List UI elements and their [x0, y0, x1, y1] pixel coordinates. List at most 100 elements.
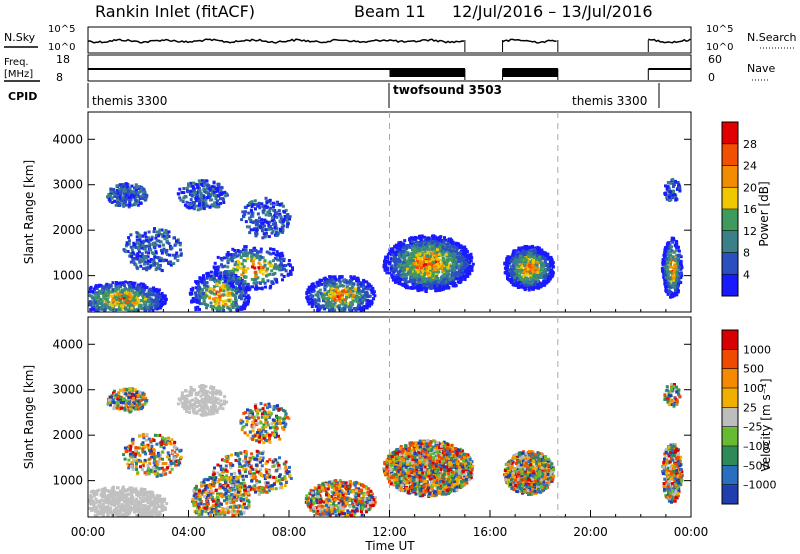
scatter-cell [426, 250, 430, 254]
scatter-cell [192, 299, 196, 303]
scatter-cell [418, 252, 422, 256]
scatter-cell [522, 280, 526, 284]
scatter-cell [511, 267, 515, 271]
scatter-cell [93, 300, 97, 304]
scatter-cell [279, 266, 282, 270]
scatter-cell [523, 251, 527, 255]
scatter-cell [410, 276, 414, 280]
scatter-cell [261, 236, 265, 240]
scatter-cell [316, 306, 320, 310]
scatter-cell [120, 302, 124, 306]
scatter-cell [148, 292, 152, 296]
scatter-cell [401, 249, 405, 253]
scatter-cell [106, 295, 110, 299]
scatter-cell [91, 290, 95, 294]
scatter-cell [232, 293, 236, 297]
scatter-cell [543, 252, 547, 256]
scatter-cell [505, 256, 509, 260]
freq-panel: Freq. [MHz] 18 8 60 0 Nave [4, 53, 775, 84]
scatter-cell [437, 252, 441, 256]
scatter-cell [325, 280, 329, 284]
scatter-cell [665, 246, 669, 250]
scatter-cell [391, 247, 395, 251]
scatter-cell [230, 259, 234, 263]
scatter-cell [107, 290, 111, 294]
scatter-cell [394, 263, 398, 266]
scatter-cell [141, 293, 144, 297]
scatter-cell [130, 303, 134, 307]
scatter-cell [118, 197, 122, 201]
scatter-cell [142, 187, 146, 191]
scatter-cell [131, 289, 134, 292]
scatter-cell [158, 244, 162, 248]
scatter-cell [194, 199, 198, 203]
scatter-cell [118, 183, 122, 187]
scatter-cell [442, 260, 446, 264]
scatter-cell [405, 276, 409, 280]
scatter-cell [444, 253, 448, 257]
scatter-cell [216, 283, 220, 286]
scatter-cell [89, 308, 93, 312]
scatter-cell [125, 300, 129, 304]
scatter-cell [523, 263, 527, 267]
scatter-cell [267, 235, 271, 239]
scatter-cell [671, 190, 675, 194]
scatter-cell [263, 224, 267, 228]
scatter-cell [155, 230, 159, 234]
scatter-cell [209, 277, 212, 281]
scatter-cell [114, 283, 118, 287]
scatter-cell [520, 277, 523, 281]
scatter-cell [146, 255, 150, 259]
scatter-cell [310, 294, 314, 298]
scatter-cell [244, 270, 248, 274]
scatter-cell [110, 200, 114, 204]
scatter-cell [457, 266, 461, 270]
scatter-cell [242, 267, 246, 271]
cpid-label: CPID [8, 90, 37, 103]
scatter-cell [661, 269, 665, 273]
scatter-cell [463, 269, 467, 273]
scatter-cell [156, 255, 160, 259]
scatter-cell [403, 266, 407, 270]
scatter-cell [325, 278, 329, 282]
scatter-cell [235, 291, 239, 295]
scatter-cell [450, 246, 454, 250]
scatter-cell [665, 270, 669, 274]
scatter-cell [430, 286, 434, 290]
scatter-cell [152, 293, 156, 297]
scatter-cell [109, 196, 113, 200]
scatter-cell [140, 246, 144, 250]
scatter-cell [126, 185, 130, 189]
scatter-cell [525, 264, 529, 268]
scatter-cell [144, 308, 148, 312]
scatter-cell [519, 254, 523, 258]
scatter-cell [212, 203, 216, 207]
scatter-cell [395, 276, 399, 280]
scatter-cell [537, 286, 541, 290]
scatter-cell [147, 230, 151, 234]
scatter-cell [194, 286, 198, 290]
scatter-cell [208, 205, 212, 209]
scatter-cell [274, 266, 278, 270]
scatter-cell [419, 235, 423, 239]
scatter-cell [164, 258, 168, 262]
scatter-cell [668, 260, 671, 264]
scatter-cell [386, 267, 390, 271]
scatter-cell [447, 252, 451, 256]
scatter-cell [125, 182, 128, 186]
scatter-cell [108, 301, 112, 305]
scatter-cell [533, 248, 536, 251]
scatter-cell [466, 254, 470, 257]
scatter-cell [677, 289, 680, 293]
scatter-cell [278, 263, 282, 267]
scatter-cell [520, 271, 524, 275]
scatter-cell [261, 204, 265, 208]
scatter-cell [249, 228, 253, 232]
scatter-cell [216, 268, 220, 272]
scatter-cell [410, 273, 414, 277]
scatter-cell [199, 292, 203, 296]
scatter-cell [460, 256, 463, 260]
scatter-cell [664, 273, 668, 277]
scatter-cell [324, 300, 328, 304]
scatter-cell [212, 285, 216, 289]
